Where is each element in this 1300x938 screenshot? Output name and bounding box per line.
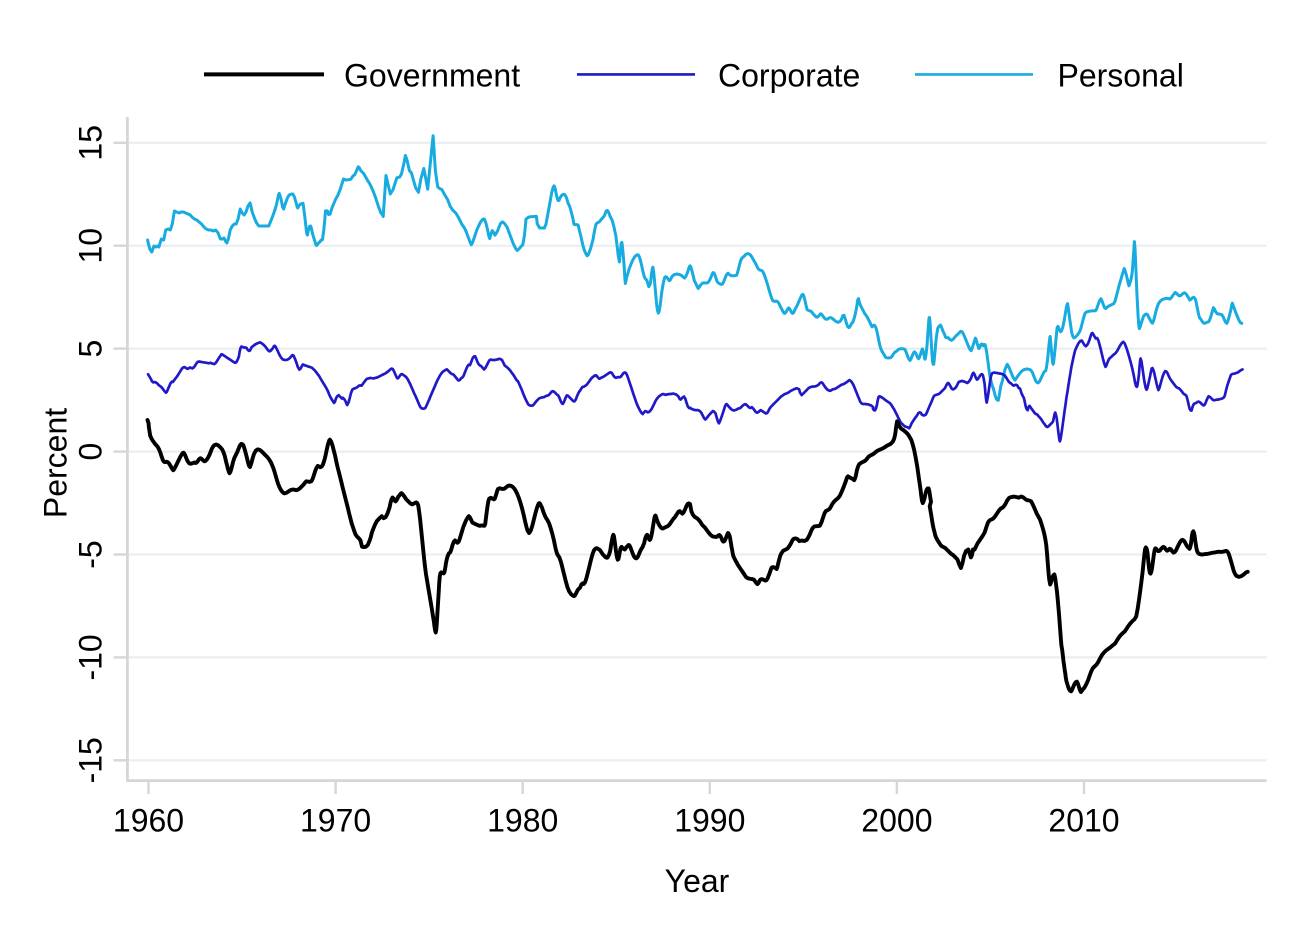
svg-text:Personal: Personal [1058,58,1184,94]
svg-text:10: 10 [73,228,109,264]
svg-text:1970: 1970 [300,803,371,839]
svg-text:2010: 2010 [1048,803,1119,839]
svg-text:5: 5 [73,340,109,358]
svg-text:-15: -15 [73,737,109,783]
svg-text:2000: 2000 [861,803,932,839]
svg-text:Corporate: Corporate [718,58,860,94]
svg-text:15: 15 [73,125,109,161]
svg-text:0: 0 [73,443,109,461]
svg-text:1960: 1960 [113,803,184,839]
svg-text:1980: 1980 [487,803,558,839]
svg-text:-5: -5 [73,540,109,568]
svg-text:Percent: Percent [37,408,73,518]
svg-text:1990: 1990 [674,803,745,839]
svg-text:-10: -10 [73,634,109,680]
svg-text:Year: Year [665,863,730,899]
svg-text:Government: Government [344,58,520,94]
